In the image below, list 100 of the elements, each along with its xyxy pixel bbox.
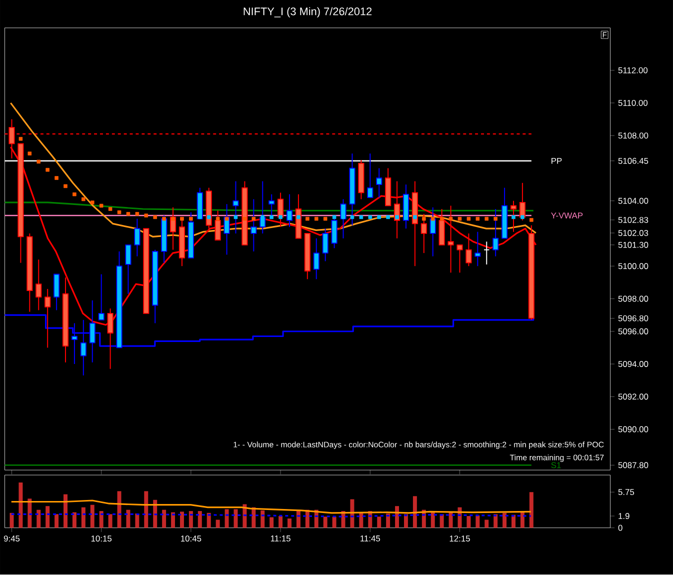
x-tick-label: 12:15 — [450, 536, 470, 542]
point — [72, 192, 76, 196]
bar — [198, 511, 202, 528]
point — [28, 152, 32, 156]
point — [162, 217, 166, 221]
y-tick-label: 5096.00 — [618, 328, 648, 335]
y-tick-label: 1.9 — [618, 513, 630, 520]
point — [252, 217, 256, 221]
candlestick — [44, 288, 51, 348]
ref-line-label: PP — [552, 158, 562, 164]
bar — [36, 510, 41, 528]
point — [341, 215, 346, 220]
point — [135, 212, 140, 216]
candlestick — [322, 228, 328, 262]
x-tick-label: 11:15 — [270, 536, 290, 542]
point — [466, 217, 471, 221]
candlestick — [474, 232, 481, 267]
y-tick-label: 5094.00 — [618, 361, 648, 368]
x-tick-label: 11:45 — [360, 536, 380, 542]
point — [512, 215, 516, 220]
y-tick-label: 5106.45 — [618, 158, 648, 164]
candlestick — [484, 241, 490, 266]
x-tick-label: 10:45 — [181, 536, 202, 542]
line-series — [10, 500, 532, 514]
y-tick-label: 5102.83 — [618, 217, 648, 224]
point — [216, 217, 220, 221]
candlestick — [376, 168, 382, 198]
bar — [502, 513, 507, 528]
candlestick — [250, 198, 257, 252]
bar — [216, 520, 220, 528]
ref-line-label: S1 — [551, 462, 561, 468]
candlestick — [420, 214, 427, 254]
bar — [332, 516, 336, 528]
candlestick — [232, 180, 239, 234]
point — [377, 215, 381, 220]
bar — [99, 511, 104, 528]
bar — [234, 509, 238, 528]
point — [126, 212, 130, 216]
x-tick-label: 10:15 — [91, 536, 112, 542]
candlestick — [448, 205, 454, 274]
bar — [126, 510, 130, 528]
y-tick-label: 5110.00 — [618, 100, 648, 106]
point — [36, 160, 41, 164]
candlestick — [98, 274, 104, 321]
bar — [448, 512, 453, 528]
bar — [252, 508, 256, 528]
candlestick — [510, 200, 517, 233]
point — [440, 217, 444, 221]
point — [82, 197, 86, 202]
bar — [81, 508, 86, 528]
bar — [90, 505, 94, 528]
bar — [171, 512, 176, 528]
candlestick — [134, 218, 140, 257]
point — [234, 215, 238, 220]
bar — [529, 492, 534, 528]
bar — [18, 482, 23, 528]
point — [180, 217, 184, 221]
point — [64, 184, 68, 188]
y-tick-label: 5101.30 — [618, 242, 648, 248]
y-tick-label: 5092.00 — [618, 394, 648, 400]
point — [323, 217, 328, 221]
bar — [288, 518, 292, 528]
x-tick-label: 9:45 — [4, 536, 20, 542]
bar — [206, 513, 211, 528]
y-tick-label: 5104.00 — [618, 198, 648, 204]
bar — [359, 513, 364, 528]
candlestick — [125, 244, 132, 295]
bar — [494, 514, 498, 528]
point — [278, 215, 282, 220]
chart-title: NIFTY_I (3 Min) 7/26/2012 — [244, 7, 372, 18]
point — [153, 215, 157, 220]
point — [117, 210, 122, 214]
point — [171, 217, 175, 221]
bar — [466, 516, 471, 528]
bar — [377, 516, 382, 528]
bar — [512, 514, 516, 528]
point — [242, 217, 247, 221]
bar — [108, 514, 112, 528]
point — [359, 215, 364, 220]
bar — [404, 514, 408, 528]
bar — [260, 510, 265, 528]
point — [198, 215, 202, 220]
candlestick — [224, 204, 230, 256]
point — [90, 200, 94, 205]
bar — [224, 509, 229, 528]
bar — [153, 500, 158, 528]
candlestick — [340, 198, 346, 240]
candlestick — [456, 244, 463, 274]
y-tick-label: 5090.00 — [618, 426, 648, 432]
y-tick-label: 0 — [618, 525, 622, 531]
point — [46, 168, 50, 172]
bar — [64, 494, 68, 528]
point — [314, 217, 318, 221]
candlestick — [313, 238, 320, 280]
bar — [180, 512, 184, 528]
point — [270, 215, 274, 220]
candlestick — [268, 194, 275, 218]
point — [530, 218, 534, 222]
y-tick-label: 5108.00 — [618, 132, 648, 139]
point — [458, 217, 462, 221]
